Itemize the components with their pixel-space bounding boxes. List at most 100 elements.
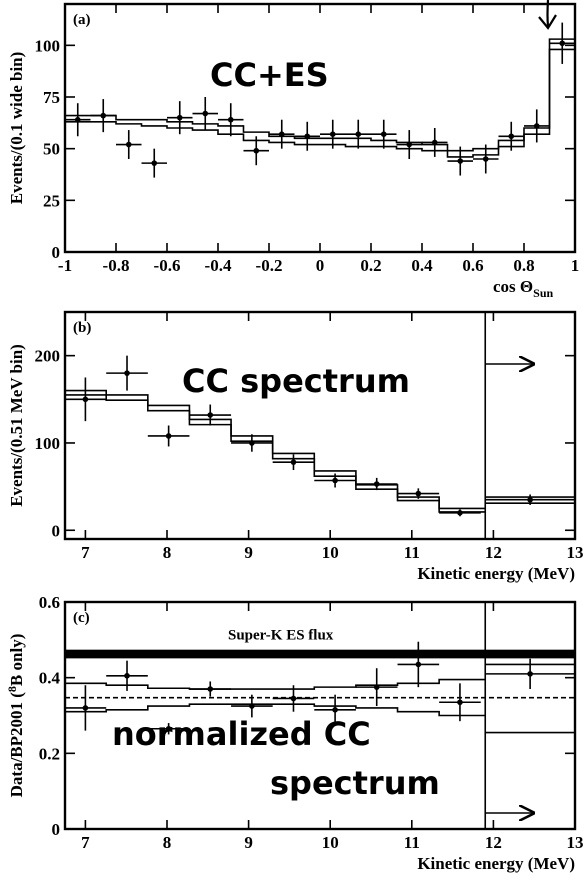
data-marker [278,131,285,137]
data-marker [227,116,234,123]
data-marker [202,110,209,117]
data-marker [457,158,464,164]
data-point [218,103,244,137]
y-axis-label-tail: B only) [7,634,26,686]
x-tick-label: -0.6 [154,256,181,275]
y-axis-label-sup: 8 [5,686,19,692]
data-point [473,144,499,174]
data-marker [124,672,130,679]
data-point [243,136,269,166]
data-point [189,681,232,697]
data-marker [415,490,422,497]
data-point [141,148,167,178]
y-axis-label: Events/(0.51 MeV bin) [7,344,26,507]
data-marker [482,156,489,162]
data-marker [431,139,438,146]
x-tick-label: 11 [404,543,420,562]
x-tick-label: 13 [567,543,584,562]
data-marker [207,686,214,692]
data-point [485,658,575,690]
uncertainty-band-lower [64,703,486,717]
data-marker [100,112,107,119]
panel-a: -1 -0.8 -0.6 -0.4 -0.2 0 0.2 0.4 0.6 0.8 1 0 25 50 75 1… [7,0,579,300]
data-point [90,99,116,133]
data-marker [82,396,89,403]
y-tick-label: 100 [35,434,61,453]
data-marker [165,433,172,439]
x-tick-label: 12 [485,543,502,562]
x-axis-label-main: cos Θ [493,277,533,296]
data-point [355,668,398,707]
x-tick-label: 8 [163,543,172,562]
data-marker [253,147,260,154]
data-marker [559,40,566,47]
x-tick-label: 12 [485,833,502,852]
y-tick-label: 0.2 [39,744,60,763]
data-point [439,683,481,722]
x-tick-label: -0.8 [103,256,130,275]
data-marker [290,459,297,465]
data-point [116,130,142,159]
model-histogram-upper [64,389,486,510]
y-tick-label: 25 [43,191,60,210]
data-marker [151,160,158,166]
data-point [269,119,295,149]
data-marker [290,695,297,702]
plot-frame [63,2,577,254]
data-point [106,355,148,391]
annotation-arrow-shaft [546,0,550,27]
data-marker [373,481,380,487]
data-point [167,101,193,135]
data-marker [527,496,533,503]
data-marker [125,141,132,148]
y-axis-label-main: Data/BP2001 ( [7,692,26,798]
x-axis-label-sub: Sun [533,286,553,300]
panel-label: (a) [73,12,91,28]
x-tick-label: 9 [244,543,253,562]
y-tick-label: 200 [35,347,61,366]
superk-es-label: Super-K ES flux [228,628,334,644]
x-tick-label: 13 [567,833,584,852]
data-point [314,694,356,725]
superk-es-band [65,649,575,659]
data-marker [406,141,413,148]
annotation-arrow-head [538,14,557,30]
data-marker [304,133,311,140]
y-tick-label: 50 [43,140,60,159]
data-point [272,685,315,712]
data-point [65,103,91,137]
x-tick-label: 0.4 [411,256,433,275]
data-point [396,130,422,159]
data-marker [124,370,130,376]
data-point [314,473,356,488]
x-axis-label: cos ΘSun [493,277,553,300]
y-tick-label: 0 [52,521,61,540]
data-point [549,22,575,64]
data-point [272,454,315,471]
data-point [294,121,320,151]
x-tick-label: 8 [163,833,172,852]
x-tick-label: -0.4 [205,256,232,275]
data-marker [74,116,81,123]
data-marker [249,703,255,709]
model-histogram-lower [65,48,575,158]
model-histogram-lower [64,394,486,513]
data-point [192,97,218,131]
x-tick-label: 7 [81,833,90,852]
data-marker [457,699,463,706]
x-axis-label: Kinetic energy (MeV) [417,854,575,873]
y-tick-label: 75 [43,88,60,107]
plot-frame [63,600,577,831]
x-tick-label: 0.8 [513,256,534,275]
annotation-cc-spectrum: CC spectrum [182,362,410,400]
data-point [498,121,524,151]
data-point [355,477,398,491]
data-marker [373,684,380,690]
data-point [447,146,473,176]
data-point [485,494,575,505]
data-marker [176,114,183,121]
annotation-spectrum: spectrum [270,764,440,802]
data-point [106,660,148,691]
x-tick-label: 10 [322,833,339,852]
data-point [397,641,440,688]
